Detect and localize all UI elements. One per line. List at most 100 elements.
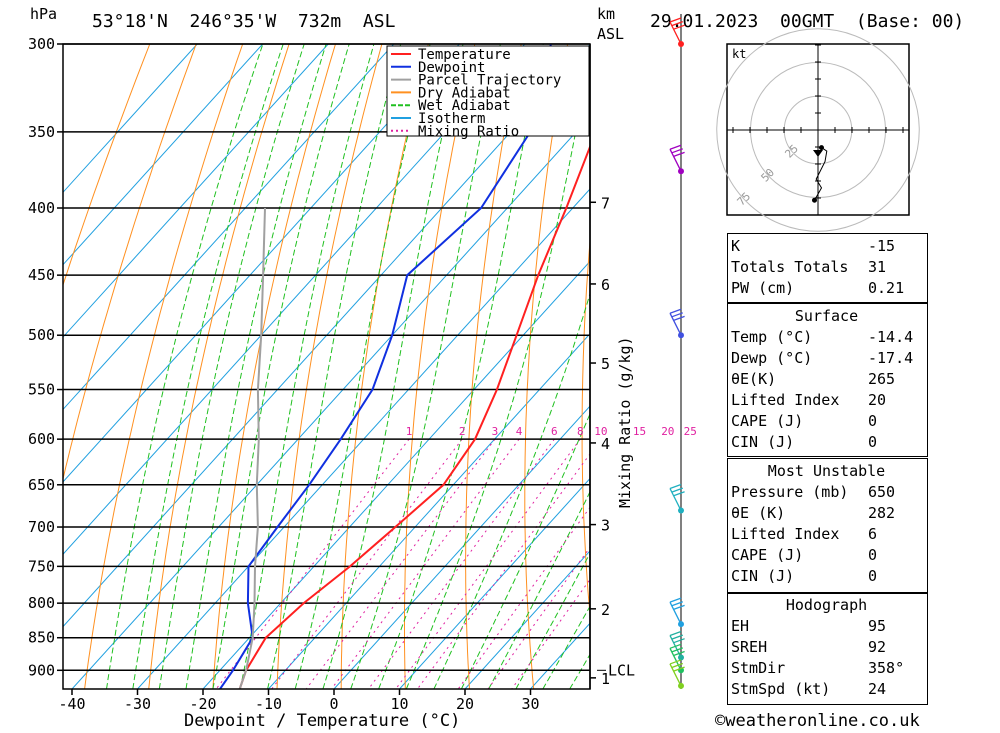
indices-basic-box [727,233,928,303]
mixing-ratio-line [215,438,410,689]
legend-entry: Temperature [418,47,511,63]
index-value: 0 [868,546,878,564]
dewpoint-profile [219,44,552,689]
wet-adiabat-line [158,44,305,689]
index-label: θE (K) [731,504,786,522]
wet-adiabat-line [239,44,375,689]
hodograph-indices-box [727,593,928,705]
hodograph-indices-table: EH 95 SREH 92 StmDir 358° StmSpd (kt) 24 [727,616,926,700]
mixing-ratio-line [457,506,590,689]
legend-entry: Wet Adiabat [418,98,511,114]
isotherm-line [63,44,198,194]
pressure-tick-label: 450 [28,266,55,284]
wet-adiabat-line [185,44,327,689]
km-unit-label: km [597,5,616,23]
index-label: Lifted Index [731,525,840,543]
mixing-ratio-line [511,578,590,689]
index-label: Pressure (mb) [731,483,849,501]
index-row: CAPE (J) 0 [727,545,926,566]
index-label: θE(K) [731,370,777,388]
index-label: StmSpd (kt) [731,680,831,698]
index-row: Temp (°C) -14.4 [727,327,926,348]
wind-barb-icon [669,643,685,671]
index-value: -15 [868,237,896,255]
temperature-tick-label: 10 [390,695,408,713]
index-value: -17.4 [868,349,914,367]
pressure-tick-label: 550 [28,381,55,399]
most-unstable-box [727,458,928,593]
wet-adiabat-line [294,44,431,689]
isotherm-line [63,44,460,483]
datetime-title: 29.01.2023 00GMT (Base: 00) [650,11,965,32]
dry-adiabat-line [340,44,429,689]
index-value: 31 [868,258,887,276]
location-title: 53°18'N 246°35'W 732m ASL [92,11,396,32]
pressure-tick-label: 350 [28,123,55,141]
index-label: SREH [731,638,768,656]
wind-barb-icon [669,144,685,172]
index-value: 92 [868,638,887,656]
pressure-tick-label: 850 [28,629,55,647]
index-row: θE (K) 282 [727,503,926,524]
mixing-ratio-axis-label: Mixing Ratio (g/kg) [616,336,634,508]
dry-adiabat-line [939,44,1000,689]
indices-basic-table: K -15 Totals Totals 31 PW (cm) 0.21 [727,236,926,299]
wet-adiabat-line [433,292,590,689]
index-row: Lifted Index 20 [727,390,926,411]
km-tick-label: 5 [601,355,610,373]
index-row: Totals Totals 31 [727,257,926,278]
surface-title: Surface [794,307,859,325]
isotherm-line [63,44,264,266]
index-value: 0.21 [868,279,905,297]
surface-box [727,303,928,457]
mixing-ratio-line [368,438,555,689]
index-value: 358° [868,659,905,677]
hodograph-indices-title: Hodograph [785,596,868,614]
index-label: CAPE (J) [731,412,804,430]
wet-adiabat-line [350,44,501,689]
dry-adiabat-line [63,44,151,287]
mixing-ratio-label: 20 [661,425,674,438]
index-row: Lifted Index 6 [727,524,926,545]
mixing-ratio-line [271,438,463,689]
surface-table: Temp (°C) -14.4 Dewp (°C) -17.4 θE(K) 265 Lift… [727,327,926,453]
mixing-ratio-label: 3 [492,425,499,438]
index-value: -14.4 [868,328,914,346]
most-unstable-table: Pressure (mb) 650 θE (K) 282 Lifted Index 6 CA… [727,482,926,587]
wind-barb-icon [669,308,685,336]
wet-adiabat-line [378,44,544,689]
pressure-tick-label: 400 [28,199,55,217]
isotherm-line [399,477,590,689]
dry-adiabat-line [465,44,522,689]
isotherm-line [333,405,590,689]
index-row: StmSpd (kt) 24 [727,679,926,700]
isotherm-line [202,260,590,689]
isotherm-line [63,44,395,411]
index-label: CIN (J) [731,433,795,451]
wind-barb-icon [669,597,685,625]
wet-adiabat-line [488,490,590,689]
mixing-ratio-line [305,438,496,689]
index-label: Lifted Index [731,391,840,409]
lcl-label: LCL [608,661,635,679]
legend-entry: Isotherm [418,111,485,127]
index-label: Totals Totals [731,258,849,276]
hodograph-trace [814,147,828,201]
index-value: 6 [868,525,878,543]
index-label: Dewp (°C) [731,349,813,367]
km-tick-label: 3 [601,517,610,535]
mixing-ratio-label: 1 [406,425,413,438]
mixing-ratio-label: 8 [577,425,584,438]
mixing-ratio-line [395,438,581,689]
dry-adiabat-line [276,44,383,689]
index-value: 0 [868,567,878,585]
asl-unit-label: ASL [597,25,625,43]
index-label: StmDir [731,659,786,677]
index-row: CAPE (J) 0 [727,411,926,432]
index-row: CIN (J) 0 [727,566,926,587]
index-row: StmDir 358° [727,658,926,679]
copyright-link[interactable]: ©weatheronline.co.uk [715,711,920,731]
index-row: K -15 [727,236,926,257]
